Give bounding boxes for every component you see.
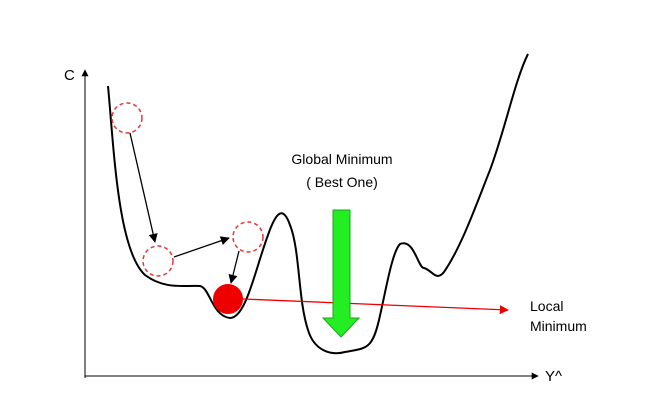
local-minimum-sublabel: Minimum (530, 318, 587, 334)
step-arrow-3 (228, 250, 240, 284)
local-minimum-ball (213, 284, 243, 314)
x-axis-label: Y^ (545, 368, 562, 385)
cost-curve (107, 53, 529, 355)
local-minimum-arrow (242, 298, 509, 315)
global-minimum-sublabel: ( Best One) (306, 174, 378, 190)
gradient-steps (111, 102, 264, 284)
local-minimum-label: Local (530, 298, 563, 314)
step-marker-1 (111, 102, 143, 134)
step-marker-2 (142, 245, 174, 277)
step-marker-3 (232, 221, 264, 253)
global-minimum-arrow (321, 209, 361, 338)
step-arrow-2 (173, 236, 230, 258)
y-axis-label: C (64, 67, 75, 84)
step-arrow-1 (129, 132, 158, 243)
global-minimum-label: Global Minimum (291, 151, 392, 167)
axes: C Y^ (64, 67, 562, 385)
